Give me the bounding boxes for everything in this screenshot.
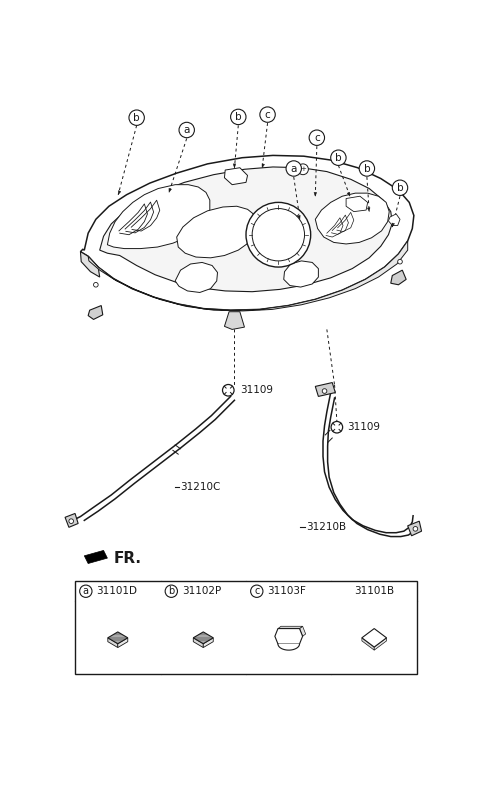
Circle shape	[322, 388, 327, 393]
Text: FR.: FR.	[114, 550, 142, 566]
Polygon shape	[88, 241, 408, 311]
Polygon shape	[169, 188, 171, 192]
Polygon shape	[65, 513, 78, 527]
Polygon shape	[108, 632, 128, 644]
Circle shape	[413, 526, 418, 531]
Polygon shape	[408, 521, 421, 536]
Text: +: +	[300, 167, 306, 172]
Text: 31109: 31109	[348, 422, 381, 433]
Circle shape	[309, 130, 324, 146]
Text: 31210C: 31210C	[180, 482, 221, 493]
Polygon shape	[81, 252, 100, 277]
Circle shape	[392, 180, 408, 195]
Circle shape	[246, 203, 311, 267]
Polygon shape	[81, 155, 414, 310]
Polygon shape	[298, 215, 300, 219]
Polygon shape	[177, 206, 258, 258]
Text: 31102P: 31102P	[182, 586, 221, 596]
Text: b: b	[168, 586, 174, 596]
Polygon shape	[388, 214, 400, 225]
Circle shape	[165, 585, 178, 598]
Text: c: c	[314, 133, 320, 143]
Polygon shape	[233, 164, 236, 167]
Bar	[75, 582, 417, 674]
Text: b: b	[235, 112, 241, 122]
Polygon shape	[193, 632, 213, 644]
Text: 31109: 31109	[240, 385, 274, 395]
Circle shape	[260, 107, 275, 123]
Polygon shape	[347, 192, 350, 196]
Polygon shape	[84, 550, 108, 564]
Circle shape	[286, 161, 301, 176]
Circle shape	[230, 109, 246, 125]
Polygon shape	[88, 305, 103, 320]
Polygon shape	[367, 207, 370, 211]
Circle shape	[80, 585, 92, 598]
Text: c: c	[264, 110, 270, 119]
Polygon shape	[346, 196, 368, 211]
Text: 31103F: 31103F	[267, 586, 306, 596]
Polygon shape	[315, 193, 389, 244]
Circle shape	[359, 161, 374, 176]
Polygon shape	[108, 638, 118, 647]
Polygon shape	[118, 191, 121, 195]
Text: 31210B: 31210B	[306, 522, 346, 533]
Text: a: a	[83, 586, 89, 596]
Text: b: b	[335, 153, 342, 163]
Polygon shape	[392, 223, 395, 227]
Text: b: b	[396, 183, 403, 193]
Polygon shape	[118, 638, 128, 647]
Polygon shape	[374, 638, 386, 650]
Text: b: b	[133, 113, 140, 123]
Text: c: c	[254, 586, 260, 596]
Circle shape	[331, 421, 343, 433]
Polygon shape	[203, 638, 213, 647]
Polygon shape	[315, 383, 336, 396]
Circle shape	[179, 123, 194, 138]
Polygon shape	[100, 167, 392, 292]
Polygon shape	[225, 167, 248, 185]
Polygon shape	[391, 270, 406, 285]
Text: 31101B: 31101B	[354, 586, 394, 596]
Text: a: a	[183, 125, 190, 135]
Polygon shape	[284, 261, 318, 287]
Circle shape	[331, 150, 346, 166]
Circle shape	[398, 260, 402, 264]
Polygon shape	[225, 312, 244, 329]
Circle shape	[223, 384, 234, 396]
Polygon shape	[278, 626, 302, 629]
Polygon shape	[262, 163, 264, 167]
Polygon shape	[193, 638, 203, 647]
Polygon shape	[108, 185, 210, 248]
Polygon shape	[300, 626, 306, 636]
Circle shape	[252, 208, 304, 261]
Text: 31101D: 31101D	[96, 586, 138, 596]
Polygon shape	[275, 629, 302, 644]
Text: b: b	[363, 163, 370, 174]
Polygon shape	[314, 192, 317, 196]
Text: a: a	[290, 163, 297, 174]
Circle shape	[69, 519, 73, 524]
Polygon shape	[362, 629, 386, 647]
Circle shape	[129, 110, 144, 126]
Polygon shape	[362, 638, 374, 650]
Circle shape	[251, 585, 263, 598]
Circle shape	[94, 283, 98, 287]
Polygon shape	[175, 263, 217, 292]
Circle shape	[298, 164, 308, 175]
